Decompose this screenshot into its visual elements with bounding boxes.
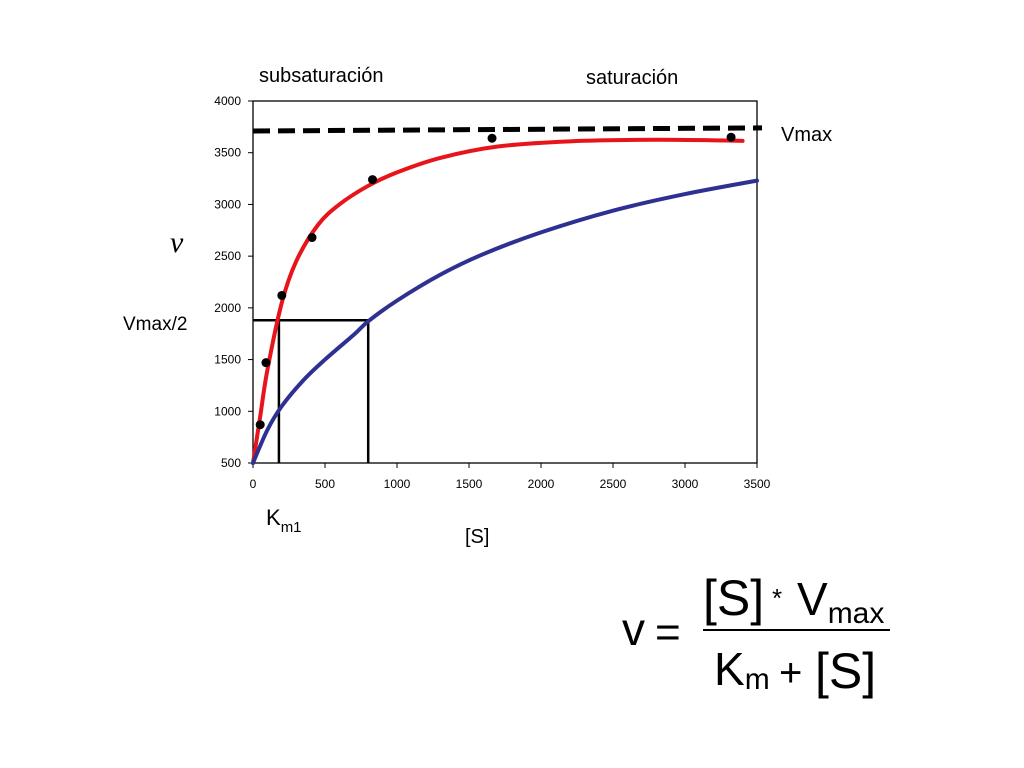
x-tick-label: 2500 xyxy=(600,477,627,491)
data-point xyxy=(261,358,271,368)
data-point xyxy=(255,420,265,430)
formula-vmax-base: V xyxy=(797,573,828,625)
formula-denominator-s: [S] xyxy=(815,643,876,699)
x-axis-ticks: 0 500 1000 1500 2000 2500 3000 3500 xyxy=(250,463,771,491)
y-axis-ticks: 500 1000 1500 2000 2500 3000 3500 4000 xyxy=(214,94,253,470)
vmax-dashed-line xyxy=(252,125,763,134)
y-tick-label: 2000 xyxy=(214,301,241,315)
region-label-subsaturation: subsaturación xyxy=(259,65,384,87)
half-vmax-construction xyxy=(253,319,370,463)
formula-equals: = xyxy=(655,608,681,657)
data-point xyxy=(726,132,736,142)
curves xyxy=(251,137,759,465)
formula-km-sub: m xyxy=(745,663,770,696)
formula-times: * xyxy=(772,583,782,613)
km-label-sub: m1 xyxy=(281,519,302,536)
km-label: Km1 xyxy=(266,505,302,536)
formula-km-base: K xyxy=(714,643,745,695)
region-label-saturation: saturación xyxy=(586,67,678,89)
formula-vmax-sub: max xyxy=(828,597,885,630)
x-tick-label: 1000 xyxy=(384,477,411,491)
data-point xyxy=(487,133,497,143)
y-tick-label: 1000 xyxy=(214,404,241,418)
michaelis-menten-formula: v = [S] * Vmax Km + [S] xyxy=(622,570,890,699)
formula-numerator-s: [S] xyxy=(703,570,764,626)
formula-vmax: Vmax xyxy=(797,573,884,630)
data-point xyxy=(368,175,378,185)
x-tick-label: 3000 xyxy=(672,477,699,491)
formula-plus: + xyxy=(779,651,802,695)
data-point xyxy=(277,290,287,300)
red-curve xyxy=(251,137,745,465)
x-tick-label: 0 xyxy=(250,477,257,491)
km-label-base: K xyxy=(266,505,281,530)
y-tick-label: 1500 xyxy=(214,353,241,367)
x-tick-label: 2000 xyxy=(528,477,555,491)
y-axis-label: ν xyxy=(170,226,184,259)
vmax-label: Vmax xyxy=(781,124,832,146)
x-tick-label: 1500 xyxy=(456,477,483,491)
half-vmax-label: Vmax/2 xyxy=(123,314,187,335)
y-tick-label: 3500 xyxy=(214,146,241,160)
formula-lhs: v xyxy=(622,603,645,655)
data-points xyxy=(255,132,736,430)
y-tick-label: 3000 xyxy=(214,197,241,211)
y-tick-label: 4000 xyxy=(214,94,241,108)
x-tick-label: 3500 xyxy=(744,477,771,491)
formula-denominator-km: Km xyxy=(714,643,770,696)
x-tick-label: 500 xyxy=(315,477,335,491)
y-tick-label: 500 xyxy=(221,456,241,470)
blue-curve xyxy=(251,178,759,465)
plot-frame xyxy=(252,100,758,464)
x-axis-label: [S] xyxy=(465,526,489,548)
y-tick-label: 2500 xyxy=(214,249,241,263)
data-point xyxy=(307,233,317,243)
